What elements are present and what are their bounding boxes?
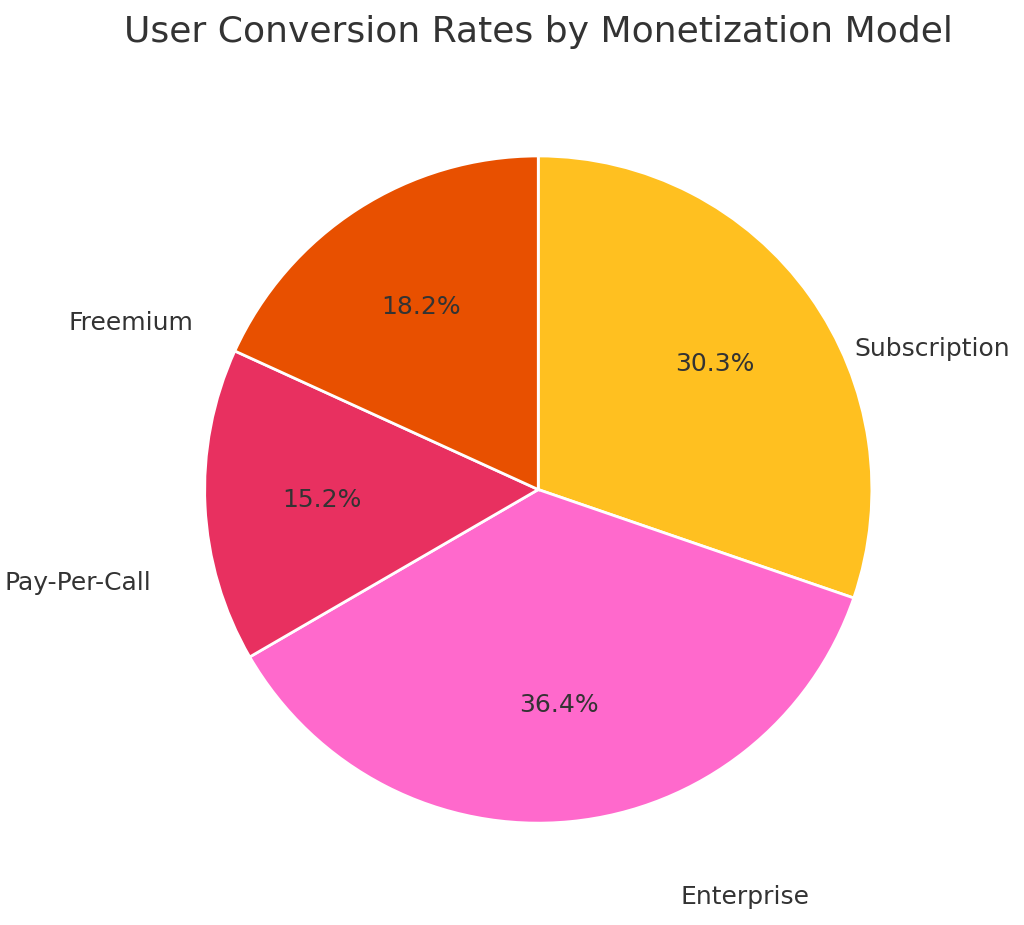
Text: 30.3%: 30.3% <box>675 352 755 376</box>
Text: Freemium: Freemium <box>69 311 194 335</box>
Text: 18.2%: 18.2% <box>381 295 461 319</box>
Text: Enterprise: Enterprise <box>681 884 810 908</box>
Title: User Conversion Rates by Monetization Model: User Conversion Rates by Monetization Mo… <box>124 15 952 49</box>
Wedge shape <box>539 156 871 598</box>
Text: 36.4%: 36.4% <box>519 694 599 718</box>
Wedge shape <box>205 351 539 657</box>
Wedge shape <box>250 489 854 823</box>
Text: 15.2%: 15.2% <box>282 488 361 512</box>
Wedge shape <box>234 156 539 489</box>
Text: Subscription: Subscription <box>854 338 1010 362</box>
Text: Pay-Per-Call: Pay-Per-Call <box>4 571 152 595</box>
